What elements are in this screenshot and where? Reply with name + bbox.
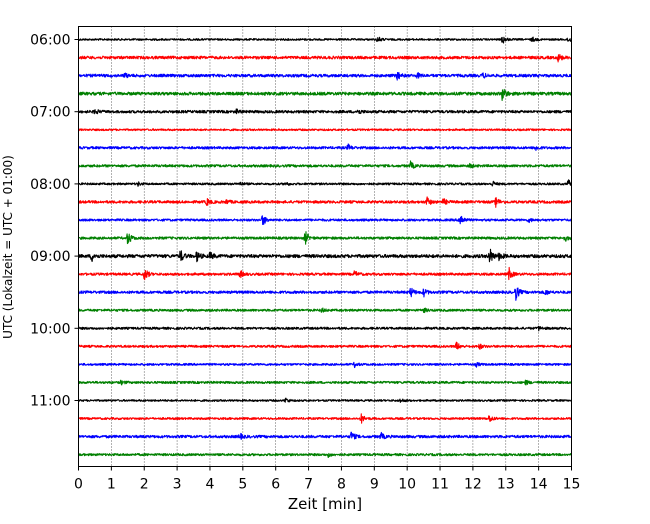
trace-line <box>77 53 572 63</box>
trace-line <box>77 452 573 458</box>
y-tick-label: 10:00 <box>30 321 70 337</box>
trace-line <box>77 143 573 151</box>
x-tick-label: 14 <box>530 477 548 493</box>
x-tick-label: 2 <box>140 477 149 493</box>
trace-line <box>77 266 573 281</box>
trace-line <box>77 431 573 441</box>
trace-line <box>77 88 572 102</box>
trace-line <box>78 36 572 44</box>
trace-line <box>78 413 572 424</box>
trace-line <box>78 231 573 245</box>
x-tick-label: 5 <box>238 477 247 493</box>
trace-line <box>78 72 573 81</box>
trace-line <box>77 108 573 115</box>
x-tick-label: 0 <box>74 477 83 493</box>
y-tick-label: 08:00 <box>30 177 70 193</box>
grid-layer <box>111 26 539 467</box>
x-tick-label: 6 <box>271 477 280 493</box>
trace-line <box>77 160 573 169</box>
x-tick-label: 8 <box>337 477 346 493</box>
x-axis: 0 1 2 3 4 5 6 7 8 9 10 11 12 13 14 15 <box>74 466 581 493</box>
x-tick-label: 1 <box>107 477 116 493</box>
x-tick-label: 4 <box>206 477 215 493</box>
x-axis-label: Zeit [min] <box>288 495 362 513</box>
trace-line <box>77 307 573 314</box>
x-tick-label: 10 <box>398 477 416 493</box>
x-tick-label: 15 <box>563 477 581 493</box>
trace-line <box>78 325 572 332</box>
y-axis: 06:00 07:00 08:00 09:00 10:00 11:00 <box>30 33 79 410</box>
x-tick-label: 12 <box>464 477 482 493</box>
trace-line <box>77 128 572 132</box>
x-tick-label: 9 <box>370 477 379 493</box>
trace-line <box>77 361 573 369</box>
trace-layer <box>77 36 573 458</box>
y-tick-label: 07:00 <box>30 105 70 121</box>
x-tick-label: 11 <box>431 477 449 493</box>
trace-line <box>78 397 572 403</box>
plot-frame <box>78 26 572 467</box>
trace-line <box>78 379 573 386</box>
y-tick-label: 06:00 <box>30 33 70 49</box>
x-tick-label: 7 <box>304 477 313 493</box>
y-tick-label: 11:00 <box>30 394 70 410</box>
x-tick-label: 13 <box>497 477 515 493</box>
trace-line <box>77 248 572 263</box>
y-axis-label: UTC (Lokalzeit = UTC + 01:00) <box>1 155 15 339</box>
x-tick-label: 3 <box>173 477 182 493</box>
trace-line <box>77 196 573 208</box>
trace-line <box>78 215 573 225</box>
trace-line <box>77 341 572 350</box>
trace-line <box>78 287 573 301</box>
trace-line <box>77 179 573 187</box>
y-tick-label: 09:00 <box>30 249 70 265</box>
